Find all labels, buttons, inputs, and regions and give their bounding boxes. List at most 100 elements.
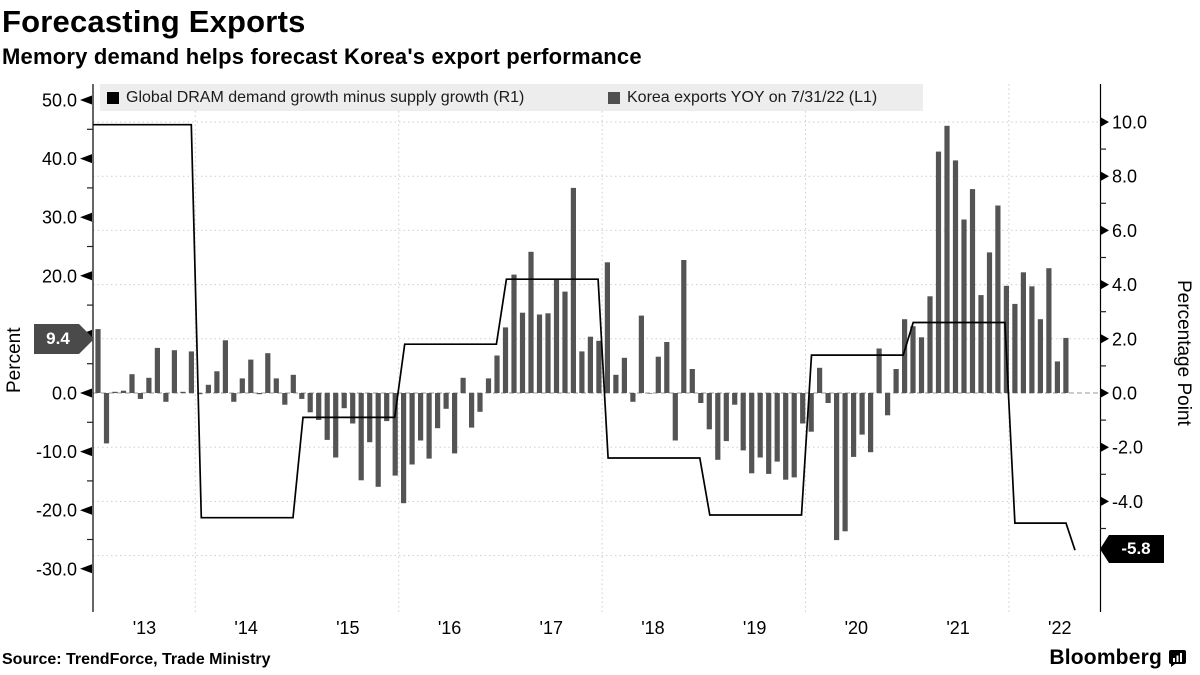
axes: 50.040.030.020.010.00.0-10.0-20.0-30.010…: [36, 84, 1147, 612]
legend-label-korea-exports: Korea exports YOY on 7/31/22 (L1): [627, 88, 878, 106]
bar-2019-03: [723, 393, 729, 442]
bar-2020-06: [851, 393, 857, 457]
x-year-label: '15: [336, 618, 359, 638]
left-major-tick: [80, 447, 92, 457]
left-major-tick: [80, 154, 92, 164]
bar-2013-11: [180, 391, 186, 393]
bar-2021-08: [969, 189, 976, 393]
page-title: Forecasting Exports: [2, 4, 306, 39]
left-major-tick: [80, 212, 92, 222]
bar-2017-08: [562, 291, 568, 393]
bar-2016-01: [401, 393, 407, 504]
bar-2020-09: [876, 348, 882, 393]
page-subtitle: Memory demand helps forecast Korea's exp…: [2, 44, 642, 69]
latest-value-badge-left: 9.4: [34, 324, 94, 354]
legend-label-dram: Global DRAM demand growth minus supply g…: [126, 88, 525, 106]
bar-2014-10: [273, 378, 279, 393]
right-major-tick: [1101, 442, 1109, 452]
bar-2019-01: [706, 393, 712, 430]
bar-2017-10: [579, 351, 585, 393]
left-major-tick: [80, 505, 92, 515]
bar-2022-07: [1063, 337, 1069, 393]
bar-2019-04: [732, 393, 738, 405]
bar-2015-03: [316, 393, 322, 420]
bar-2015-11: [384, 393, 390, 422]
bar-2021-02: [918, 337, 925, 393]
right-tick-label: -2.0: [1112, 438, 1143, 458]
bar-2013-06: [137, 393, 143, 399]
right-major-tick: [1101, 388, 1109, 398]
bar-2016-05: [435, 393, 441, 429]
bar-2014-04: [222, 340, 228, 393]
bar-2020-11: [893, 369, 899, 393]
left-axis-title: Percent: [4, 327, 25, 393]
bar-2020-01: [808, 393, 814, 432]
bar-2020-07: [859, 393, 865, 435]
right-axis-title: Percentage Point: [1173, 280, 1194, 426]
bar-2014-09: [265, 353, 271, 393]
bar-2018-08: [664, 342, 670, 393]
left-major-tick: [80, 271, 92, 281]
x-year-label: '17: [540, 618, 563, 638]
bar-2018-03: [621, 357, 627, 393]
bar-2018-01: [604, 262, 610, 393]
bar-2016-04: [426, 393, 432, 459]
legend-item-korea-exports: Korea exports YOY on 7/31/22 (L1): [608, 84, 877, 111]
bar-2014-11: [282, 393, 288, 405]
bar-2018-12: [698, 393, 704, 403]
right-tick-label: 0.0: [1112, 384, 1137, 404]
right-tick-label: 10.0: [1112, 113, 1147, 133]
dram-series-swatch: [107, 91, 119, 104]
bar-2018-02: [613, 374, 619, 393]
bar-2019-06: [749, 393, 755, 474]
bar-2020-02: [817, 367, 823, 393]
bar-2021-06: [952, 160, 959, 393]
left-tick-label: 30.0: [42, 208, 77, 228]
bar-2015-02: [307, 393, 313, 413]
bar-2019-11: [791, 393, 797, 478]
left-tick-label: 20.0: [42, 266, 77, 286]
bar-2022-02: [1020, 272, 1026, 393]
bar-2019-08: [766, 393, 772, 474]
right-tick-label: -4.0: [1112, 492, 1143, 512]
left-major-tick: [80, 95, 92, 105]
bar-2016-09: [469, 393, 475, 428]
bar-2014-02: [205, 384, 211, 393]
right-tick-label: 6.0: [1112, 221, 1137, 241]
bar-2015-05: [333, 393, 339, 458]
gridlines: [93, 84, 1101, 612]
bar-2018-09: [672, 393, 678, 441]
left-major-tick: [80, 388, 92, 398]
right-major-tick: [1101, 117, 1109, 127]
bar-2016-10: [477, 393, 483, 412]
x-year-label: '19: [743, 618, 766, 638]
bar-2019-10: [783, 393, 789, 480]
bar-2020-10: [885, 393, 891, 416]
bar-2013-04: [120, 390, 127, 393]
left-tick-label: -20.0: [36, 501, 77, 521]
bar-2019-05: [740, 393, 746, 451]
right-major-tick: [1101, 334, 1109, 344]
right-major-tick: [1101, 496, 1109, 506]
bar-2016-11: [485, 378, 492, 393]
bar-2014-05: [231, 393, 237, 402]
dram-step-line: [93, 123, 1076, 551]
bar-2022-01: [1012, 303, 1018, 393]
latest-value-badge-right: -5.8: [1100, 535, 1164, 563]
left-tick-label: -30.0: [36, 559, 77, 579]
bar-2015-07: [350, 393, 356, 424]
chart-legend: Global DRAM demand growth minus supply g…: [100, 84, 923, 111]
bar-2015-06: [341, 393, 347, 409]
bar-2022-05: [1046, 268, 1052, 393]
bloomberg-chart-bubble-icon: [1169, 649, 1186, 667]
left-major-tick: [80, 564, 92, 574]
korea-exports-series-swatch: [608, 91, 620, 104]
bar-2016-03: [418, 393, 424, 441]
right-tick-label: 2.0: [1112, 329, 1137, 349]
bar-2017-02: [511, 274, 517, 393]
bar-2017-07: [553, 278, 560, 393]
bar-2021-03: [927, 296, 933, 393]
bar-2014-07: [248, 359, 254, 393]
bar-2017-11: [587, 336, 593, 393]
